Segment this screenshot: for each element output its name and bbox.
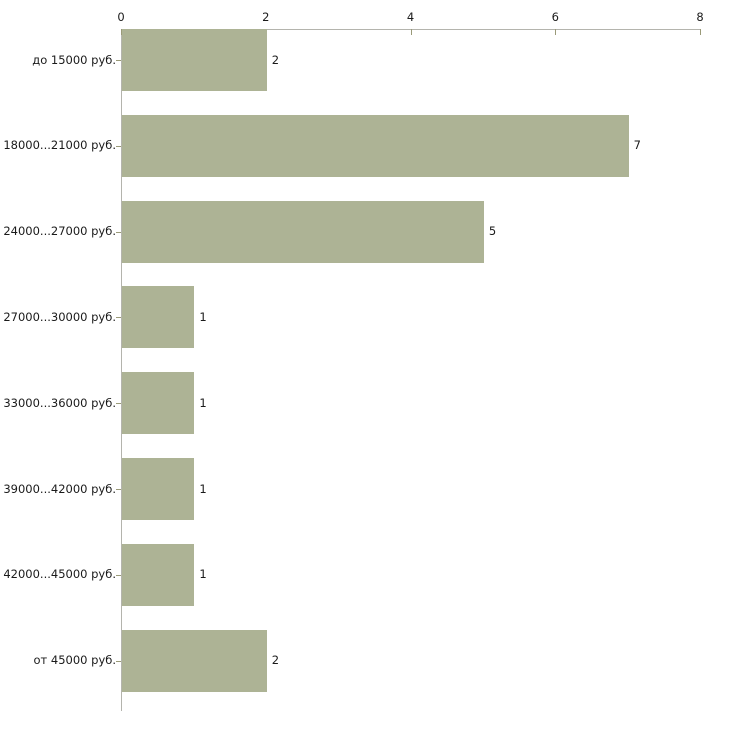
category-label: 39000...42000 руб. xyxy=(3,481,116,496)
category-label: до 15000 руб. xyxy=(32,52,116,67)
x-axis-tick-label: 8 xyxy=(696,10,704,24)
y-axis-line xyxy=(121,29,122,711)
category-label: 33000...36000 руб. xyxy=(3,395,116,410)
y-axis-tick xyxy=(116,60,121,61)
x-axis-tick-label: 4 xyxy=(406,10,415,24)
bar[interactable] xyxy=(122,458,195,520)
y-axis-tick xyxy=(116,403,121,404)
bar-value-label: 7 xyxy=(633,138,641,153)
category-label: 24000...27000 руб. xyxy=(3,224,116,239)
bar-value-label: 2 xyxy=(271,653,280,668)
bar-value-label: 1 xyxy=(199,395,207,410)
y-axis-tick xyxy=(116,661,121,662)
category-label: от 45000 руб. xyxy=(33,653,116,668)
category-label: 18000...21000 руб. xyxy=(3,138,116,153)
x-axis-tick-label: 6 xyxy=(551,10,559,24)
x-axis-tick xyxy=(700,29,701,35)
x-axis-tick xyxy=(555,29,557,35)
bar-value-label: 1 xyxy=(199,309,207,324)
category-label: 42000...45000 руб. xyxy=(3,567,116,582)
bar[interactable] xyxy=(122,114,629,177)
category-label: 27000...30000 руб. xyxy=(3,309,116,324)
x-axis-tick-label: 2 xyxy=(262,10,270,24)
x-axis-tick xyxy=(121,29,122,35)
bar[interactable] xyxy=(122,543,195,606)
bar-value-label: 2 xyxy=(271,52,280,67)
x-axis-tick-label: 0 xyxy=(117,10,125,24)
bar[interactable] xyxy=(122,200,484,263)
y-axis-tick xyxy=(116,232,121,233)
bar[interactable] xyxy=(122,286,195,349)
y-axis-tick xyxy=(116,317,121,318)
bar-value-label: 1 xyxy=(199,481,207,496)
bar-value-label: 5 xyxy=(488,224,497,239)
y-axis-tick xyxy=(116,146,121,147)
bar[interactable] xyxy=(122,629,267,692)
y-axis-tick xyxy=(116,575,121,576)
x-axis-tick xyxy=(410,29,412,35)
bar-value-label: 1 xyxy=(199,567,207,582)
bar[interactable] xyxy=(122,29,267,91)
y-axis-tick xyxy=(116,489,121,490)
bar[interactable] xyxy=(122,372,195,435)
